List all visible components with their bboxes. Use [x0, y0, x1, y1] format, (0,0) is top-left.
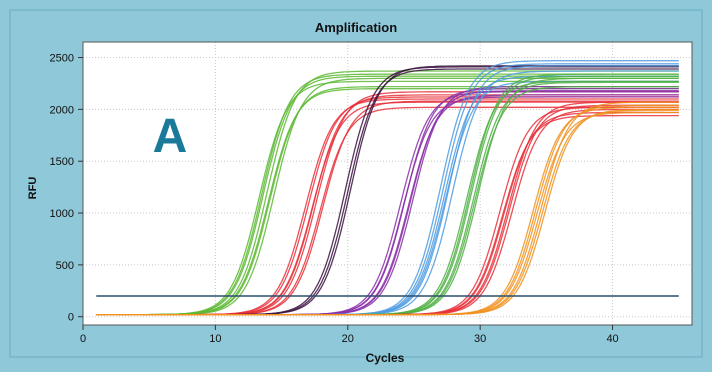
panel-label: A	[153, 110, 188, 163]
plot-border	[82, 41, 693, 326]
x-tick-label: 30	[474, 333, 486, 345]
x-tick-label: 40	[606, 333, 618, 345]
amplification-curve	[96, 109, 679, 316]
y-axis-title: RFU	[27, 177, 39, 200]
y-tick-label: 1000	[50, 208, 74, 220]
y-tick-label: 2000	[50, 104, 74, 116]
plot-area: 0 10 20 30 40 0 500 1000 1500 2000 2500	[50, 41, 693, 345]
chart-border	[9, 9, 703, 358]
chart-title: Amplification	[315, 20, 397, 35]
y-tick-label: 2500	[50, 53, 74, 65]
x-tick-label: 10	[209, 333, 221, 345]
y-tick-label: 1500	[50, 156, 74, 168]
x-tick-label: 0	[80, 333, 86, 345]
y-tick-label: 500	[56, 260, 74, 272]
y-tick-label: 0	[68, 312, 74, 324]
x-axis-title: Cycles	[366, 351, 405, 365]
x-tick-label: 20	[342, 333, 354, 345]
